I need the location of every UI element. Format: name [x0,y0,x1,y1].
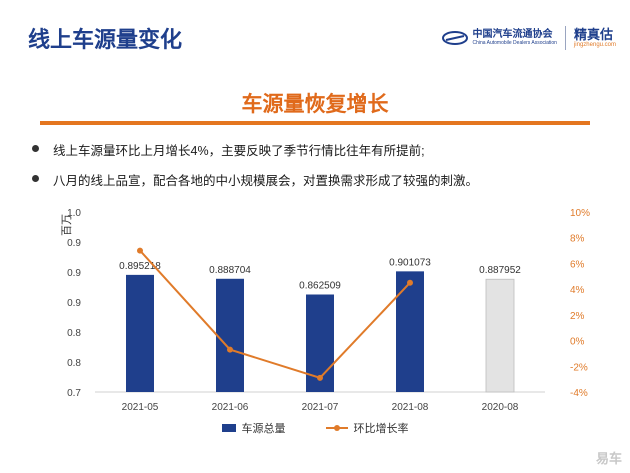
bullet-list: 线上车源量环比上月增长4%，主要反映了季节行情比往年有所提前; 八月的线上品宣，… [28,140,618,200]
data-label: 0.888704 [209,265,251,276]
cada-name: 中国汽车流通协会 [472,29,553,41]
y2-tick-label: 6% [570,259,585,270]
x-tick-label: 2021-07 [302,402,339,413]
bar [485,278,515,393]
data-label: 0.901073 [389,257,431,268]
line-series [139,249,411,379]
page-title: 线上车源量变化 [28,27,183,52]
legend-line-swatch [325,425,348,431]
x-tick-label: 2020-08 [482,402,519,413]
legend-item-line: 环比增长率 [325,420,409,436]
legend-bar-swatch [221,424,236,432]
line-point [407,279,413,286]
bar [126,274,154,392]
jingzhengu-url: jingzhengu.com [573,41,616,48]
y-tick-label: 0.7 [67,388,81,399]
line-point [317,374,323,381]
jingzhengu-logo: 精真估 jingzhengu.com [573,26,616,49]
y-tick-label: 0.8 [67,328,81,339]
y-tick-label: 0.9 [67,268,81,279]
x-tick-label: 2021-08 [392,402,429,413]
bullet-dot-icon [32,175,39,182]
y2-tick-label: -2% [570,362,588,373]
combo-chart: 1.0 0.9 0.9 0.9 0.8 0.8 0.7 10% 8% 6% 4% 2% 0% -2% -4%… [61,208,590,413]
y2-tick-label: 4% [570,285,585,296]
section-divider [40,121,590,125]
cada-logo: 中国汽车流通协会 China Automobile Dealers Associ… [442,29,557,47]
chart-legend: 车源总量 环比增长率 [0,420,630,436]
legend-label: 车源总量 [241,423,286,435]
cada-english-name: China Automobile Dealers Association [472,39,557,46]
bar [216,278,244,392]
line-point [137,247,143,254]
y-axis-label: 百万 [61,214,73,236]
y2-tick-label: 2% [570,311,585,322]
bullet-dot-icon [32,145,39,152]
section-title: 车源量恢复增长 [241,93,389,116]
line-point [227,346,233,353]
logo-group: 中国汽车流通协会 China Automobile Dealers Associ… [442,24,616,52]
y-tick-label: 0.9 [67,238,81,249]
data-label: 0.895218 [119,261,161,272]
logo-divider [564,26,566,50]
cada-logo-icon [442,31,469,45]
y2-tick-label: 10% [570,208,590,219]
y-tick-label: 0.8 [67,358,81,369]
data-label: 0.887952 [479,265,521,276]
jingzhengu-name: 精真估 [573,26,613,42]
y2-tick-label: -4% [570,388,588,399]
x-tick-label: 2021-05 [122,402,159,413]
x-tick-label: 2021-06 [212,402,249,413]
bar [396,271,424,392]
watermark: 易车 [595,451,622,466]
bullet-text: 八月的线上品宣，配合各地的中小规模展会，对置换需求形成了较强的刺激。 [53,174,479,188]
bullet-item: 线上车源量环比上月增长4%，主要反映了季节行情比往年有所提前; [28,140,618,159]
y-tick-label: 1.0 [67,208,81,219]
y2-tick-label: 8% [570,234,585,245]
legend-label: 环比增长率 [353,423,409,435]
data-label: 0.862509 [299,280,341,291]
legend-item-bar: 车源总量 [221,420,286,436]
y-tick-label: 0.9 [67,298,81,309]
y2-tick-label: 0% [570,337,585,348]
bullet-item: 八月的线上品宣，配合各地的中小规模展会，对置换需求形成了较强的刺激。 [28,170,618,189]
bullet-text: 线上车源量环比上月增长4%，主要反映了季节行情比往年有所提前; [53,144,425,158]
